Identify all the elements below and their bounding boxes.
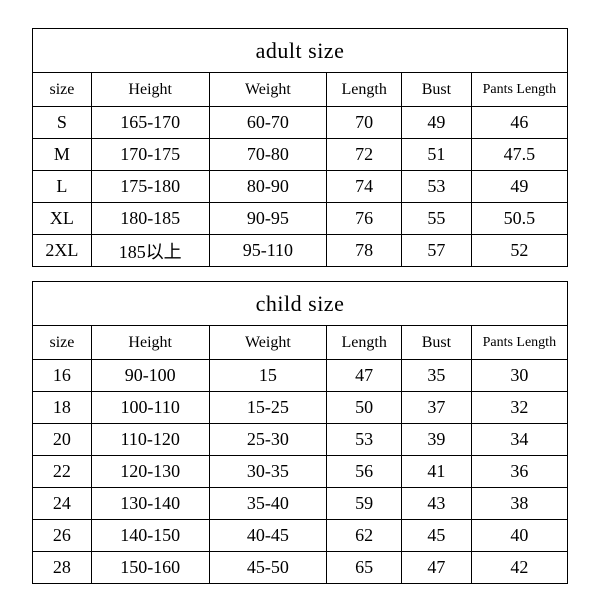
table-row: S 165-170 60-70 70 49 46 <box>33 107 568 139</box>
col-length: Length <box>327 73 402 107</box>
child-size-table: child size size Height Weight Length Bus… <box>32 281 568 584</box>
table-row: 20 110-120 25-30 53 39 34 <box>33 424 568 456</box>
col-bust: Bust <box>402 326 472 360</box>
table-row: 2XL 185以上 95-110 78 57 52 <box>33 235 568 267</box>
table-row: 24 130-140 35-40 59 43 38 <box>33 488 568 520</box>
col-height: Height <box>91 73 209 107</box>
col-bust: Bust <box>402 73 472 107</box>
child-title-row: child size <box>33 282 568 326</box>
table-row: XL 180-185 90-95 76 55 50.5 <box>33 203 568 235</box>
col-size: size <box>33 326 92 360</box>
child-title: child size <box>33 282 568 326</box>
adult-header-row: size Height Weight Length Bust Pants Len… <box>33 73 568 107</box>
table-row: M 170-175 70-80 72 51 47.5 <box>33 139 568 171</box>
col-size: size <box>33 73 92 107</box>
col-pants-length: Pants Length <box>471 326 567 360</box>
col-weight: Weight <box>209 73 327 107</box>
table-row: L 175-180 80-90 74 53 49 <box>33 171 568 203</box>
col-pants-length: Pants Length <box>471 73 567 107</box>
table-row: 18 100-110 15-25 50 37 32 <box>33 392 568 424</box>
table-row: 16 90-100 15 47 35 30 <box>33 360 568 392</box>
col-height: Height <box>91 326 209 360</box>
table-row: 28 150-160 45-50 65 47 42 <box>33 552 568 584</box>
adult-title-row: adult size <box>33 29 568 73</box>
col-weight: Weight <box>209 326 327 360</box>
table-row: 22 120-130 30-35 56 41 36 <box>33 456 568 488</box>
col-length: Length <box>327 326 402 360</box>
adult-title: adult size <box>33 29 568 73</box>
adult-size-table: adult size size Height Weight Length Bus… <box>32 28 568 267</box>
child-header-row: size Height Weight Length Bust Pants Len… <box>33 326 568 360</box>
table-row: 26 140-150 40-45 62 45 40 <box>33 520 568 552</box>
